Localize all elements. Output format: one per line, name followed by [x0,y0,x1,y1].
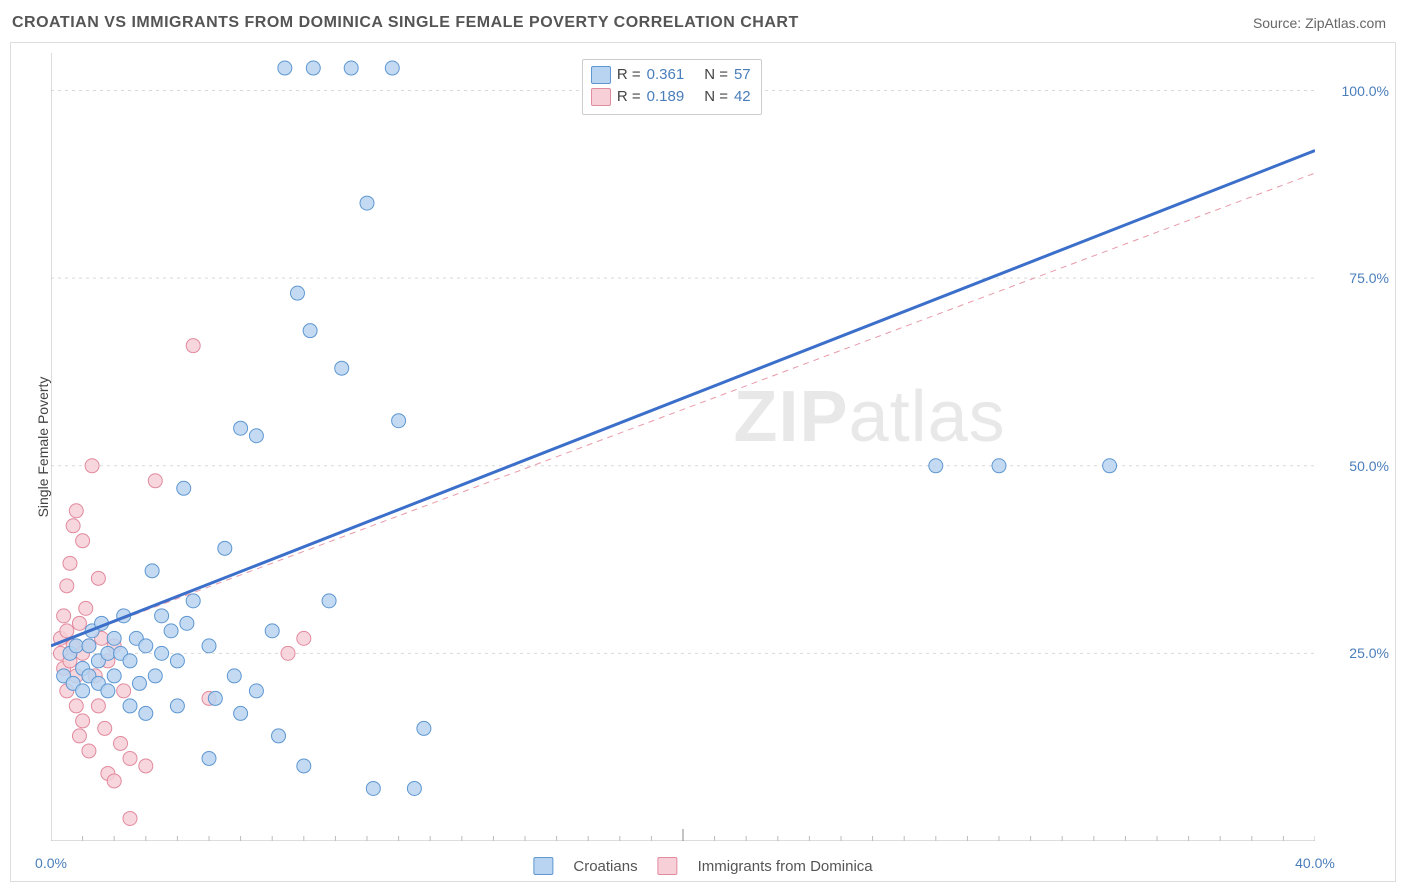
plot-svg [51,53,1315,841]
stat-n-label: N = [704,64,728,86]
chart-title: CROATIAN VS IMMIGRANTS FROM DOMINICA SIN… [12,14,799,32]
header: CROATIAN VS IMMIGRANTS FROM DOMINICA SIN… [0,0,1406,40]
y-tick-label: 75.0% [1349,270,1389,286]
stat-r-label: R = [617,64,641,86]
legend-label-dominica: Immigrants from Dominica [698,858,873,875]
y-tick-label: 50.0% [1349,458,1389,474]
source-prefix: Source: [1253,15,1305,31]
bottom-legend: Croatians Immigrants from Dominica [533,857,872,875]
stat-n-label-2: N = [704,86,728,108]
stat-n-croatians: 57 [734,64,751,86]
stat-r-dominica: 0.189 [647,86,685,108]
stat-row-croatians: R = 0.361 N = 57 [591,64,751,86]
stat-r-label-2: R = [617,86,641,108]
y-axis-label: Single Female Poverty [35,377,51,518]
legend-swatch-dominica [658,857,678,875]
x-tick-label: 40.0% [1295,855,1335,871]
x-tick-label: 0.0% [35,855,67,871]
source-name: ZipAtlas.com [1305,15,1386,31]
legend-swatch-croatians [533,857,553,875]
y-tick-label: 100.0% [1342,83,1389,99]
source-credit: Source: ZipAtlas.com [1253,15,1386,31]
y-tick-label: 25.0% [1349,645,1389,661]
stat-n-dominica: 42 [734,86,751,108]
swatch-dominica [591,88,611,106]
stat-legend: R = 0.361 N = 57 R = 0.189 N = 42 [582,59,762,115]
legend-label-croatians: Croatians [573,858,637,875]
swatch-croatians [591,66,611,84]
y-axis-tick-labels: 25.0% 50.0% 75.0% 100.0% [1319,53,1389,841]
stat-row-dominica: R = 0.189 N = 42 [591,86,751,108]
plot-area: Single Female Poverty ZIPatlas R = 0.361… [51,53,1315,841]
stat-r-croatians: 0.361 [647,64,685,86]
chart-container: Single Female Poverty ZIPatlas R = 0.361… [10,42,1396,882]
